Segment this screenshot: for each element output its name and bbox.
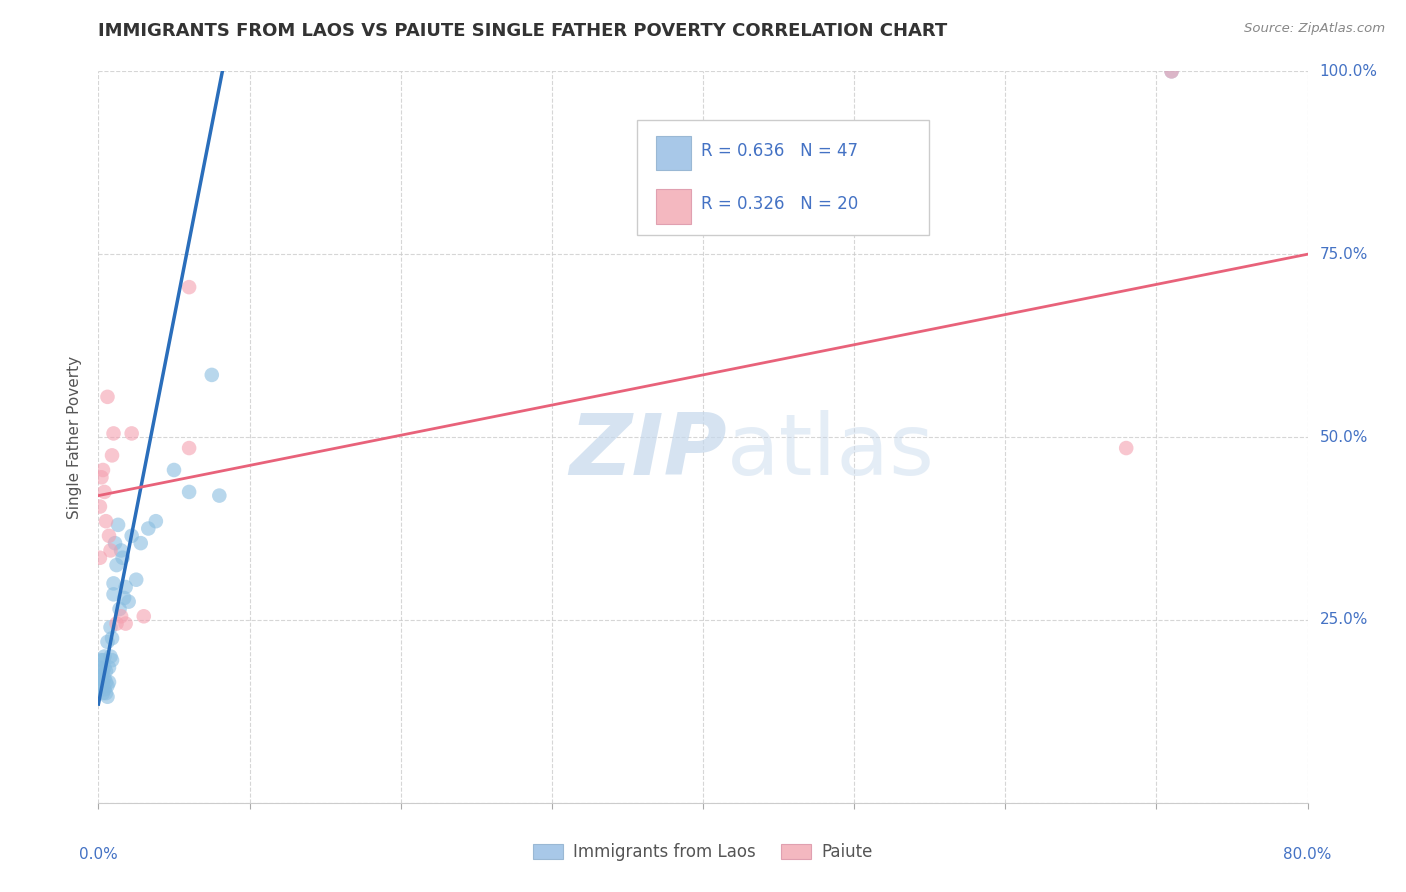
Point — [179, 280, 201, 294]
Point — [108, 602, 131, 616]
Point — [112, 591, 135, 605]
Point — [118, 594, 141, 608]
Point — [98, 529, 121, 543]
Point — [93, 672, 115, 686]
Text: R = 0.636   N = 47: R = 0.636 N = 47 — [700, 142, 858, 160]
Point — [163, 463, 186, 477]
Point — [145, 514, 167, 528]
Point — [96, 690, 118, 704]
Text: Source: ZipAtlas.com: Source: ZipAtlas.com — [1244, 22, 1385, 36]
Text: 0.0%: 0.0% — [79, 847, 118, 862]
Point — [98, 660, 121, 674]
Point — [179, 485, 201, 500]
Point — [110, 609, 132, 624]
Point — [89, 682, 111, 697]
Point — [94, 686, 117, 700]
Point — [114, 580, 136, 594]
Text: R = 0.326   N = 20: R = 0.326 N = 20 — [700, 195, 858, 213]
Point — [103, 587, 125, 601]
Point — [90, 653, 112, 667]
Point — [89, 550, 111, 565]
Point — [121, 426, 143, 441]
Point — [1160, 64, 1182, 78]
Point — [90, 667, 112, 681]
Point — [96, 635, 118, 649]
Point — [91, 653, 114, 667]
Text: IMMIGRANTS FROM LAOS VS PAIUTE SINGLE FATHER POVERTY CORRELATION CHART: IMMIGRANTS FROM LAOS VS PAIUTE SINGLE FA… — [98, 22, 948, 40]
Point — [89, 500, 111, 514]
Point — [1115, 441, 1137, 455]
Point — [121, 529, 143, 543]
Point — [93, 485, 115, 500]
Point — [103, 426, 125, 441]
Point — [101, 632, 124, 646]
Point — [89, 660, 111, 674]
Point — [104, 536, 127, 550]
Point — [103, 576, 125, 591]
Text: ZIP: ZIP — [569, 410, 727, 493]
Point — [179, 441, 201, 455]
Text: 80.0%: 80.0% — [1284, 847, 1331, 862]
Point — [91, 664, 114, 678]
Point — [93, 660, 115, 674]
Point — [105, 558, 128, 573]
Point — [100, 543, 122, 558]
Point — [208, 489, 231, 503]
Point — [132, 609, 155, 624]
Point — [129, 536, 152, 550]
Point — [110, 543, 132, 558]
Point — [107, 517, 129, 532]
Text: atlas: atlas — [727, 410, 935, 493]
Point — [96, 390, 118, 404]
Point — [90, 470, 112, 484]
Point — [100, 620, 122, 634]
Text: 25.0%: 25.0% — [1320, 613, 1368, 627]
Point — [89, 672, 111, 686]
Y-axis label: Single Father Poverty: Single Father Poverty — [67, 356, 83, 518]
Point — [100, 649, 122, 664]
Text: 50.0%: 50.0% — [1320, 430, 1368, 444]
Point — [125, 573, 148, 587]
Point — [94, 514, 117, 528]
Point — [96, 679, 118, 693]
Point — [91, 675, 114, 690]
Point — [1160, 64, 1182, 78]
Text: 100.0%: 100.0% — [1320, 64, 1378, 78]
Point — [114, 616, 136, 631]
Point — [91, 463, 114, 477]
Point — [105, 616, 128, 631]
Point — [90, 679, 112, 693]
Point — [136, 521, 159, 535]
Text: 75.0%: 75.0% — [1320, 247, 1368, 261]
Point — [94, 675, 117, 690]
Point — [111, 550, 134, 565]
Point — [101, 653, 124, 667]
Legend: Immigrants from Laos, Paiute: Immigrants from Laos, Paiute — [527, 837, 879, 868]
Point — [94, 664, 117, 678]
Point — [93, 682, 115, 697]
Point — [93, 649, 115, 664]
Point — [101, 448, 124, 462]
Point — [201, 368, 224, 382]
Point — [98, 675, 121, 690]
Point — [91, 686, 114, 700]
